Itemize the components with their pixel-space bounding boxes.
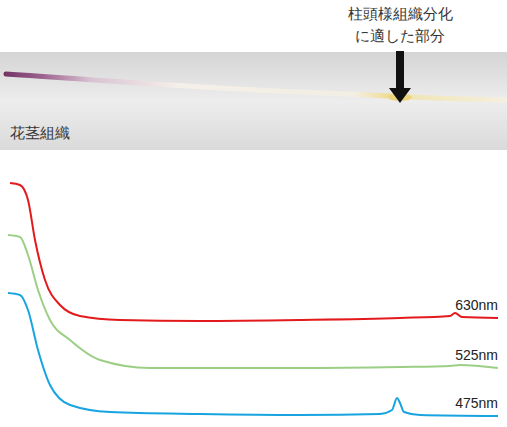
arrow-shaft — [396, 51, 404, 89]
figure: 花茎組織 柱頭様組織分化に適した部分 630nm 525nm 475nm — [0, 0, 507, 427]
annotation-line: 柱頭様組織分化 — [348, 5, 453, 22]
series-label: 630nm — [455, 297, 498, 313]
arrow-head — [389, 88, 411, 103]
profile-line — [10, 183, 498, 321]
photo-background — [0, 52, 507, 150]
plot-area — [8, 183, 498, 416]
stem — [6, 74, 505, 100]
annotation-line: に適した部分 — [355, 27, 445, 44]
profile-line — [8, 293, 498, 416]
annotation: 柱頭様組織分化に適した部分 — [348, 5, 453, 44]
series-labels: 630nm 525nm 475nm — [455, 297, 498, 411]
series-label: 525nm — [455, 347, 498, 363]
image-label: 花茎組織 — [10, 124, 70, 141]
series-label: 475nm — [455, 395, 498, 411]
profile-line — [8, 235, 498, 368]
